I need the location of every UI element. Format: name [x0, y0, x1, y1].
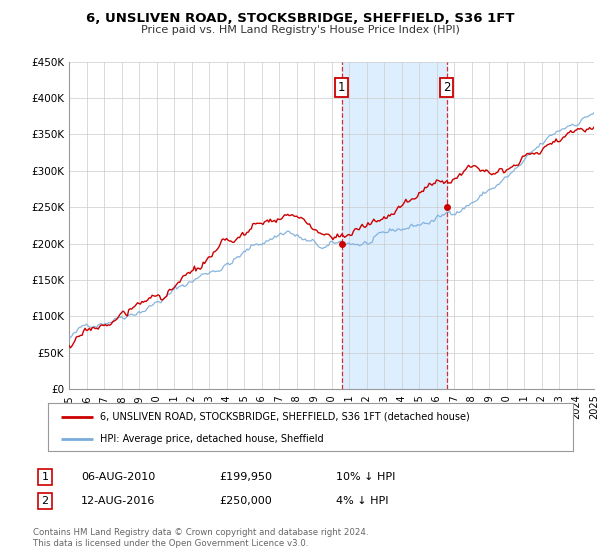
Text: 12-AUG-2016: 12-AUG-2016: [81, 496, 155, 506]
Bar: [341, 62, 446, 389]
Text: 6, UNSLIVEN ROAD, STOCKSBRIDGE, SHEFFIELD, S36 1FT: 6, UNSLIVEN ROAD, STOCKSBRIDGE, SHEFFIEL…: [86, 12, 514, 25]
Text: £199,950: £199,950: [219, 472, 272, 482]
Text: £250,000: £250,000: [219, 496, 272, 506]
Text: 2: 2: [41, 496, 49, 506]
Text: 06-AUG-2010: 06-AUG-2010: [81, 472, 155, 482]
Text: HPI: Average price, detached house, Sheffield: HPI: Average price, detached house, Shef…: [101, 434, 324, 444]
Text: 10% ↓ HPI: 10% ↓ HPI: [336, 472, 395, 482]
Text: 4% ↓ HPI: 4% ↓ HPI: [336, 496, 389, 506]
Text: 2: 2: [443, 81, 451, 94]
Text: Price paid vs. HM Land Registry's House Price Index (HPI): Price paid vs. HM Land Registry's House …: [140, 25, 460, 35]
Text: Contains HM Land Registry data © Crown copyright and database right 2024.
This d: Contains HM Land Registry data © Crown c…: [33, 528, 368, 548]
Text: 6, UNSLIVEN ROAD, STOCKSBRIDGE, SHEFFIELD, S36 1FT (detached house): 6, UNSLIVEN ROAD, STOCKSBRIDGE, SHEFFIEL…: [101, 412, 470, 422]
Text: 1: 1: [41, 472, 49, 482]
Text: 1: 1: [338, 81, 346, 94]
